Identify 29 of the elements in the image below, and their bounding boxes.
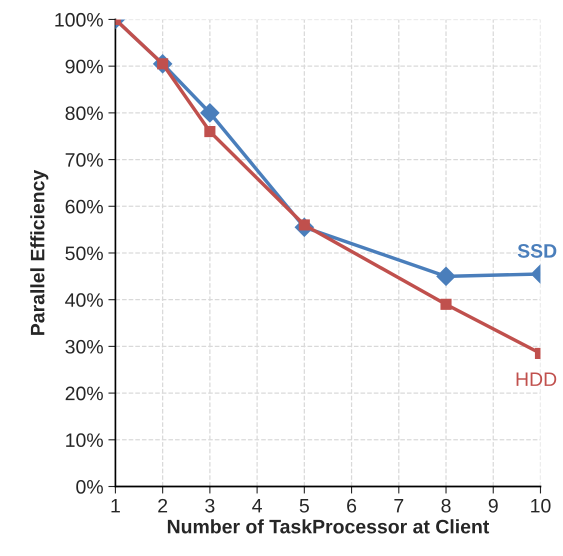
series-label: SSD bbox=[518, 244, 556, 258]
x-tick-label: 3 bbox=[205, 498, 214, 513]
x-axis-title: Number of TaskProcessor at Client bbox=[168, 519, 490, 534]
x-tick-label: 2 bbox=[158, 498, 168, 512]
x-tick-label: 7 bbox=[394, 499, 404, 512]
x-tick-label: 1 bbox=[111, 499, 120, 512]
y-tick-label: 10% bbox=[66, 433, 103, 448]
point bbox=[200, 103, 220, 122]
point bbox=[436, 266, 456, 286]
y-tick-label: 80% bbox=[66, 106, 103, 120]
x-tick-label: 9 bbox=[488, 498, 498, 513]
x-tick-label: 10 bbox=[531, 498, 551, 513]
y-tick-label: 40% bbox=[65, 293, 103, 307]
x-tick-label: 4 bbox=[252, 499, 262, 512]
point bbox=[440, 298, 452, 310]
y-tick-label: 60% bbox=[66, 200, 103, 214]
y-tick-label: 0% bbox=[76, 480, 103, 494]
y-tick-label: 30% bbox=[65, 340, 103, 354]
y-tick-label: 70% bbox=[66, 153, 103, 167]
y-tick-label: 50% bbox=[65, 246, 103, 260]
y-tick-label: 20% bbox=[66, 386, 103, 400]
x-tick-label: 5 bbox=[300, 499, 309, 513]
x-tick-label: 8 bbox=[441, 498, 451, 513]
x-tick-label: 6 bbox=[347, 498, 356, 513]
y-axis-title: Parallel Efficiency bbox=[30, 170, 48, 335]
y-tick-label: 90% bbox=[66, 60, 103, 74]
point bbox=[204, 126, 216, 138]
series-label: HDD bbox=[516, 372, 556, 386]
y-tick-label: 100% bbox=[55, 12, 103, 27]
